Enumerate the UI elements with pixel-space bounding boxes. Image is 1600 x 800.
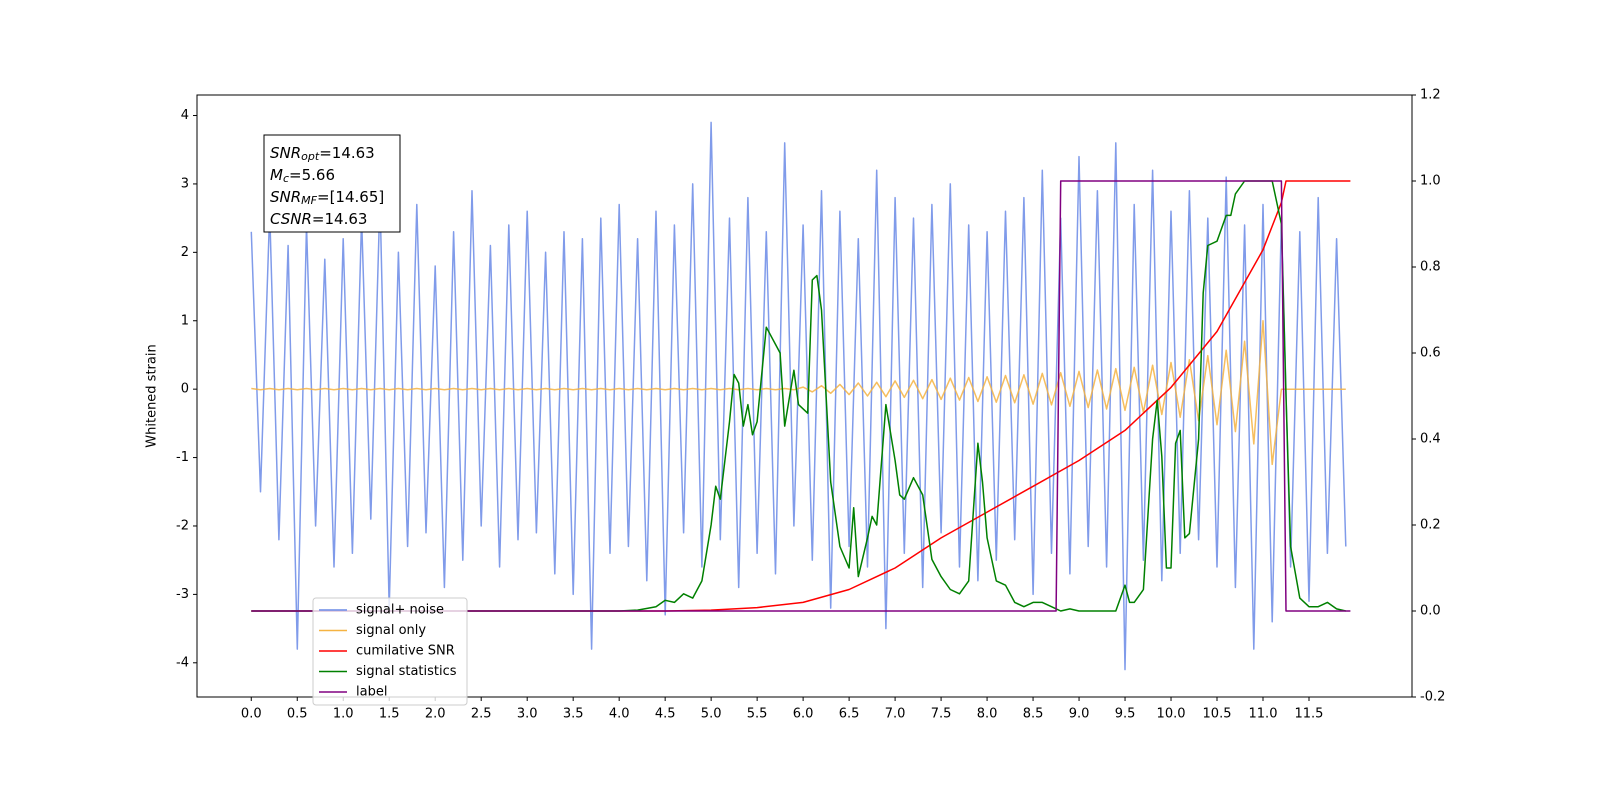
x-tick-label: 3.5 [563,707,584,722]
x-tick-label: 10.0 [1157,707,1186,722]
x-tick-label: 6.0 [793,707,814,722]
y2-tick-label: -0.2 [1420,690,1445,705]
y-tick-label: -2 [176,518,189,533]
series-line [251,180,1351,612]
x-tick-label: 7.0 [885,707,906,722]
annotation-text: SNRMF=[14.65] [270,188,384,208]
annotation-box [263,134,401,233]
y2-tick-label: 0.2 [1420,518,1441,533]
x-tick-label: 1.5 [379,707,400,722]
y2-tick-label: 0.0 [1420,604,1441,619]
annotation-symbol: CSNR [270,210,312,228]
x-tick-label: 8.5 [1023,707,1044,722]
y2-tick-label: 0.4 [1420,432,1441,447]
y-tick-label: 3 [181,176,189,191]
y2-tick-label: 0.8 [1420,260,1441,275]
annotation-subscript: c [283,172,289,185]
y2-tick-label: 1.2 [1420,88,1441,103]
x-tick-label: 3.0 [517,707,538,722]
legend-label: cumilative SNR [356,644,455,659]
y-tick-label: -3 [176,587,189,602]
y-tick-label: 4 [181,108,189,123]
y-tick-label: 1 [181,313,189,328]
annotation-subscript: MF [301,194,317,207]
x-tick-label: 1.0 [333,707,354,722]
annotation-subscript: opt [301,150,320,163]
annotation-text: SNRopt=14.63 [270,144,375,164]
y-tick-label: 2 [181,245,189,260]
series-line [251,180,1346,612]
annotation-value: =14.63 [312,210,368,228]
x-tick-label: 6.5 [839,707,860,722]
y-axis-label: Whitened strain [145,344,160,447]
series-line [251,180,1351,612]
plot-frame [196,94,1413,698]
annotation-symbol: M [270,166,283,184]
x-tick-label: 11.0 [1249,707,1278,722]
y-tick-label: -4 [176,655,189,670]
x-tick-label: 7.5 [931,707,952,722]
y-tick-label: 0 [181,382,189,397]
legend-label: signal statistics [356,664,457,679]
annotation-symbol: SNR [270,144,301,162]
legend-label: signal+ noise [356,603,444,618]
y-tick-label: -1 [176,450,189,465]
x-tick-label: 2.0 [425,707,446,722]
legend-label: signal only [356,623,426,638]
x-tick-label: 5.5 [747,707,768,722]
annotation-value: =14.63 [319,144,375,162]
x-tick-label: 10.5 [1203,707,1232,722]
y2-tick-label: 0.6 [1420,346,1441,361]
annotation-value: =[14.65] [317,188,384,206]
annotation-text: CSNR=14.63 [270,210,367,228]
annotation-symbol: SNR [270,188,301,206]
x-tick-label: 0.0 [241,707,262,722]
x-tick-label: 8.0 [977,707,998,722]
x-tick-label: 2.5 [471,707,492,722]
series-line [250,121,1347,671]
x-tick-label: 4.0 [609,707,630,722]
annotation-value: =5.66 [289,166,335,184]
x-tick-label: 5.0 [701,707,722,722]
series-line [251,320,1346,466]
y2-tick-label: 1.0 [1420,174,1441,189]
x-tick-label: 9.0 [1069,707,1090,722]
x-tick-label: 9.5 [1115,707,1136,722]
x-tick-label: 11.5 [1295,707,1324,722]
legend-label: label [356,685,387,700]
legend-box [312,597,468,706]
x-tick-label: 0.5 [287,707,308,722]
x-tick-label: 4.5 [655,707,676,722]
annotation-text: Mc=5.66 [270,166,335,186]
